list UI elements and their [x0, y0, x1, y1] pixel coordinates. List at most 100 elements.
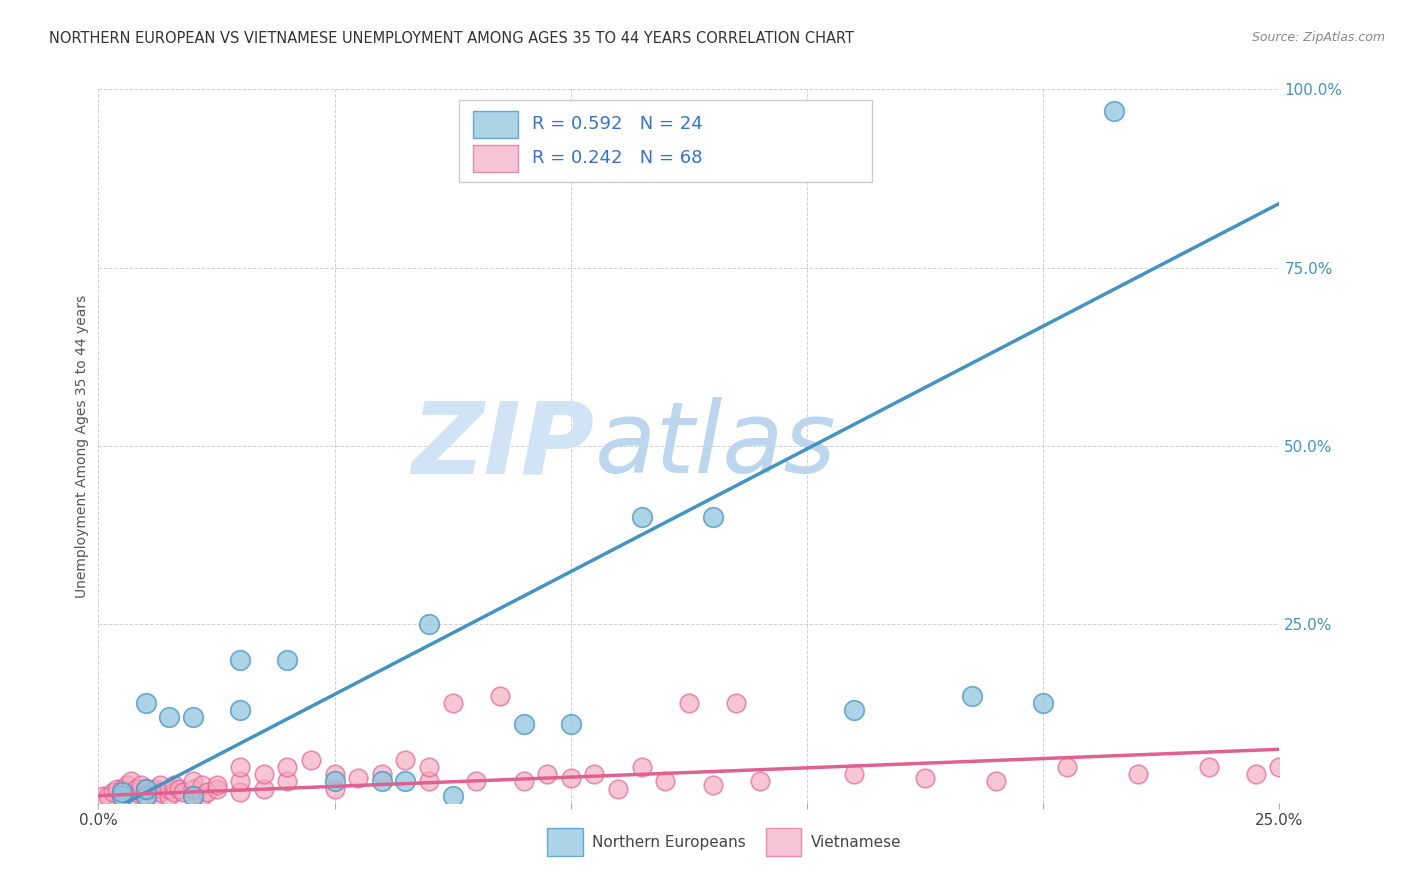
Point: [253, 767, 276, 781]
Point: [135, 789, 157, 803]
Point: [702, 778, 724, 792]
Point: [157, 789, 180, 803]
FancyBboxPatch shape: [458, 100, 872, 182]
FancyBboxPatch shape: [472, 111, 517, 137]
Point: [441, 789, 464, 803]
Point: [129, 778, 152, 792]
Point: [229, 653, 252, 667]
Point: [323, 767, 346, 781]
Point: [512, 717, 534, 731]
Point: [181, 789, 204, 803]
Point: [205, 781, 228, 796]
Point: [191, 789, 214, 803]
Point: [157, 781, 180, 796]
Point: [229, 760, 252, 774]
Point: [97, 789, 120, 803]
Point: [229, 774, 252, 789]
Point: [654, 774, 676, 789]
Point: [371, 767, 394, 781]
Point: [630, 510, 652, 524]
Point: [135, 781, 157, 796]
Point: [115, 778, 138, 792]
Point: [299, 753, 322, 767]
Point: [172, 785, 194, 799]
Point: [149, 785, 172, 799]
Point: [984, 774, 1007, 789]
Point: [323, 774, 346, 789]
Point: [181, 781, 204, 796]
Point: [607, 781, 630, 796]
Point: [253, 781, 276, 796]
Point: [181, 789, 204, 803]
Point: [276, 774, 298, 789]
Point: [91, 789, 114, 803]
Point: [465, 774, 488, 789]
Point: [135, 781, 157, 796]
Point: [205, 778, 228, 792]
Point: [725, 696, 748, 710]
Point: [914, 771, 936, 785]
Point: [167, 781, 190, 796]
Point: [143, 789, 166, 803]
Point: [181, 710, 204, 724]
FancyBboxPatch shape: [547, 828, 582, 856]
Point: [323, 781, 346, 796]
Point: [143, 781, 166, 796]
Point: [1032, 696, 1054, 710]
Point: [844, 703, 866, 717]
Point: [149, 778, 172, 792]
Point: [630, 760, 652, 774]
Point: [276, 760, 298, 774]
Point: [489, 689, 512, 703]
Point: [418, 774, 440, 789]
Y-axis label: Unemployment Among Ages 35 to 44 years: Unemployment Among Ages 35 to 44 years: [76, 294, 90, 598]
Text: Source: ZipAtlas.com: Source: ZipAtlas.com: [1251, 31, 1385, 45]
Text: Vietnamese: Vietnamese: [811, 835, 901, 849]
Point: [394, 774, 416, 789]
Point: [418, 760, 440, 774]
Text: Northern Europeans: Northern Europeans: [592, 835, 745, 849]
Point: [1126, 767, 1149, 781]
Text: ZIP: ZIP: [412, 398, 595, 494]
Point: [195, 785, 218, 799]
Point: [135, 789, 157, 803]
Point: [536, 767, 558, 781]
Point: [121, 789, 143, 803]
Point: [583, 767, 606, 781]
Point: [512, 774, 534, 789]
Point: [560, 717, 582, 731]
Point: [101, 785, 124, 799]
FancyBboxPatch shape: [766, 828, 801, 856]
Point: [105, 781, 128, 796]
Point: [418, 617, 440, 632]
Text: NORTHERN EUROPEAN VS VIETNAMESE UNEMPLOYMENT AMONG AGES 35 TO 44 YEARS CORRELATI: NORTHERN EUROPEAN VS VIETNAMESE UNEMPLOY…: [49, 31, 855, 46]
Point: [962, 689, 984, 703]
Point: [1244, 767, 1267, 781]
Point: [135, 696, 157, 710]
FancyBboxPatch shape: [472, 145, 517, 172]
Point: [1102, 103, 1125, 118]
Point: [111, 781, 134, 796]
Point: [441, 696, 464, 710]
Point: [347, 771, 370, 785]
Point: [1056, 760, 1078, 774]
Point: [163, 778, 186, 792]
Text: atlas: atlas: [595, 398, 837, 494]
Point: [229, 703, 252, 717]
Point: [276, 653, 298, 667]
Point: [163, 785, 186, 799]
Point: [678, 696, 700, 710]
Point: [125, 781, 148, 796]
Point: [121, 774, 143, 789]
Point: [111, 785, 134, 799]
Text: R = 0.242   N = 68: R = 0.242 N = 68: [531, 150, 703, 168]
Point: [748, 774, 770, 789]
Point: [125, 785, 148, 799]
Text: R = 0.592   N = 24: R = 0.592 N = 24: [531, 115, 703, 133]
Point: [111, 789, 134, 803]
Point: [844, 767, 866, 781]
Point: [181, 774, 204, 789]
Point: [394, 753, 416, 767]
Point: [702, 510, 724, 524]
Point: [191, 778, 214, 792]
